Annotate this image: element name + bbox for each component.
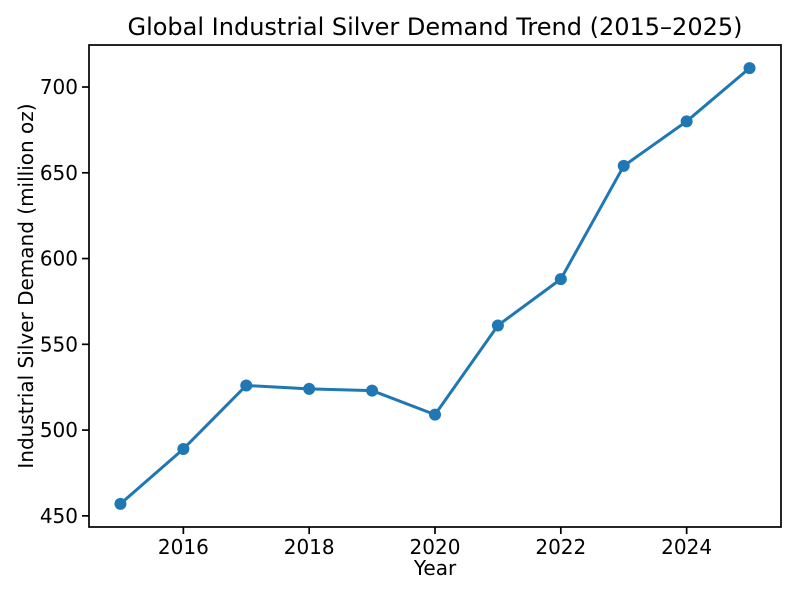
y-tick-label: 500 [40,418,78,442]
y-tick-label: 450 [40,504,78,528]
y-tick-label: 700 [40,75,78,99]
data-point [177,442,190,455]
data-point [743,62,756,75]
data-point [114,497,127,510]
y-tick-label: 650 [40,161,78,185]
data-point [240,379,253,392]
data-series [114,62,756,510]
x-axis-ticks: 2016 2018 2020 2022 2024 [158,527,712,559]
x-axis-label: Year [413,556,457,580]
chart-title: Global Industrial Silver Demand Trend (2… [127,13,742,41]
y-axis-label: Industrial Silver Demand (million oz) [14,103,38,468]
data-point [491,319,504,332]
data-point [554,273,567,286]
x-tick-label: 2024 [661,535,712,559]
data-point [303,382,316,395]
data-point [429,408,441,421]
plot-area-border [88,44,782,528]
data-point [366,384,379,397]
data-point [617,159,630,172]
series-line [118,66,752,506]
x-tick-label: 2022 [535,535,586,559]
y-tick-label: 550 [40,332,78,356]
y-tick-label: 600 [40,247,78,271]
y-axis-ticks: 450 500 550 600 650 700 [40,75,89,528]
x-tick-label: 2016 [158,535,209,559]
data-point [680,115,693,128]
x-tick-label: 2018 [284,535,335,559]
x-tick-label: 2020 [410,535,461,559]
